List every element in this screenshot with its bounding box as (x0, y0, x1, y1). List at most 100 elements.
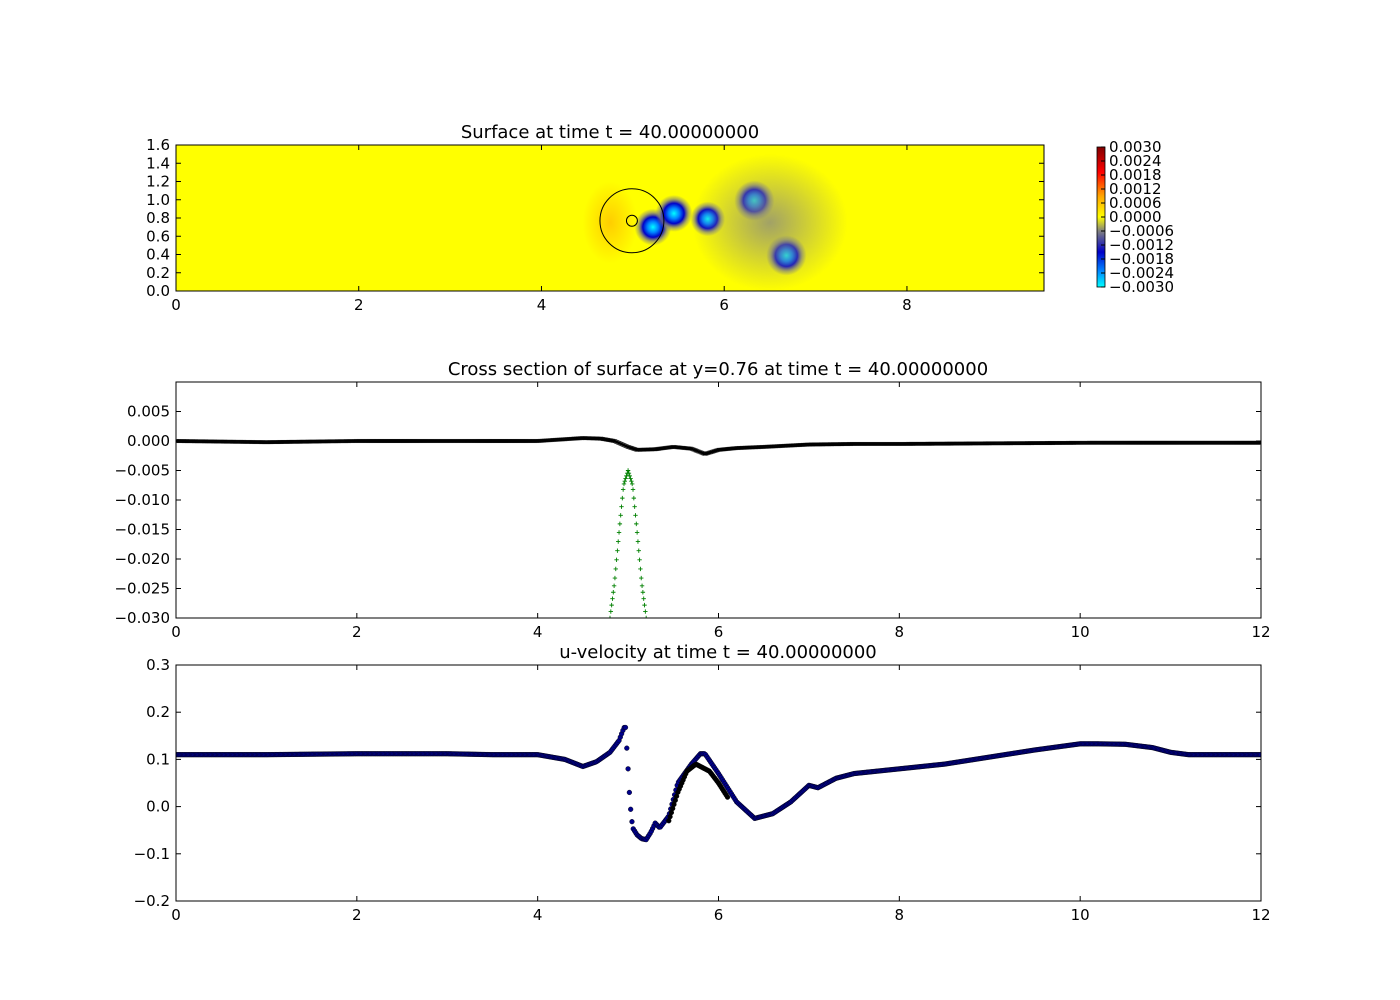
colorbar-ticks: 0.00300.00240.00180.00120.00060.0000−0.0… (1101, 138, 1174, 296)
cylinder-circle (625, 214, 638, 227)
colorbar-tick-label: −0.0006 (1109, 222, 1174, 240)
cross-section-xtick-label: 12 (1251, 623, 1270, 641)
colorbar-tick-label: 0.0000 (1109, 208, 1162, 226)
cross-section-ticks: 0 2 4 6 8 10 12 −0.030 −0.025 −0.020 −0.015 −0.010 −… (114, 382, 1271, 641)
cross-section-point (627, 473, 632, 479)
cross-section-point (616, 530, 622, 535)
cross-section-point (611, 583, 617, 589)
cross-section-point (626, 470, 632, 476)
cross-section-axes-frame (175, 381, 1262, 619)
surface-xtick-label: 4 (537, 296, 547, 314)
velocity-xtick-label: 8 (895, 906, 905, 924)
surface-panel: Surface at time t = 40.00000000 0 2 4 6 8 0.0… (146, 122, 1045, 314)
cross-section-xtick-label: 2 (352, 623, 362, 641)
cross-section-ytick-label: −0.020 (114, 550, 170, 568)
cross-section-point (619, 504, 624, 509)
velocity-point (622, 724, 629, 731)
cross-section-point (608, 609, 614, 614)
cross-section-point (636, 548, 641, 553)
cross-section-point (628, 476, 633, 481)
velocity-xtick-label: 0 (171, 906, 181, 924)
cross-section-point (632, 504, 637, 509)
cross-section-point (634, 530, 640, 535)
surface-ytick-label: 0.6 (146, 227, 170, 245)
velocity-point (724, 794, 731, 800)
velocity-panel: u-velocity at time t = 40.00000000 0 2 4 6 8… (134, 642, 1271, 924)
velocity-point (625, 766, 631, 772)
cylinder-circle (599, 188, 665, 254)
cross-section-point (643, 615, 649, 618)
colorbar-tick-label: 0.0024 (1109, 152, 1162, 170)
colorbar-tick-label: 0.0030 (1109, 138, 1162, 156)
surface-xtick-label: 2 (354, 296, 364, 314)
surface-ticks: 0 2 4 6 8 0.00.20.40.60.81.01.21.41.6 (146, 136, 1044, 314)
cross-section-point (1258, 440, 1261, 445)
cross-section-ytick-label: −0.015 (114, 521, 170, 539)
cross-section-point (620, 495, 625, 501)
cross-section-point (631, 495, 637, 501)
cross-section-point (637, 557, 642, 563)
velocity-plot (176, 724, 1261, 843)
cross-section-point (621, 481, 627, 487)
depression-mark (692, 154, 848, 291)
colorbar-tick-label: −0.0018 (1109, 250, 1174, 268)
velocity-series (666, 761, 731, 824)
surface-ytick-label: 0.0 (146, 282, 170, 300)
colorbar-tick-label: −0.0024 (1109, 264, 1174, 282)
colorbar-tick-label: −0.0030 (1109, 278, 1174, 296)
cross-section-point (613, 566, 618, 572)
cross-section-point (618, 513, 623, 518)
cross-section-point (614, 557, 619, 563)
vortex-mark (655, 194, 693, 232)
surface-xtick-label: 6 (719, 296, 729, 314)
surface-ytick-label: 0.2 (146, 264, 170, 282)
cross-section-point (1257, 440, 1261, 445)
surface-ytick-label: 1.4 (146, 154, 170, 172)
velocity-xtick-label: 12 (1251, 906, 1270, 924)
cross-section-point (623, 476, 628, 481)
velocity-xtick-label: 2 (352, 906, 362, 924)
colorbar-tick-label: 0.0012 (1109, 180, 1162, 198)
velocity-point (626, 789, 632, 796)
velocity-ytick-label: −0.1 (134, 845, 170, 863)
cross-section-ytick-label: 0.000 (127, 432, 170, 450)
cross-section-point (642, 602, 647, 608)
velocity-xtick-label: 10 (1071, 906, 1090, 924)
cross-section-point (635, 539, 641, 544)
velocity-ytick-label: 0.0 (146, 798, 170, 816)
cross-section-point (611, 590, 616, 595)
colorbar: 0.00300.00240.00180.00120.00060.0000−0.0… (1096, 138, 1174, 296)
surface-ytick-label: 0.8 (146, 209, 170, 227)
cross-section-point (640, 590, 646, 595)
cross-section-series (607, 468, 649, 618)
cross-section-point (639, 575, 644, 581)
cross-section-ytick-label: −0.005 (114, 462, 170, 480)
bump-mark (582, 181, 638, 264)
cross-section-xtick-label: 8 (895, 623, 905, 641)
velocity-ticks: 0 2 4 6 8 10 12 −0.2 −0.1 0.0 0.1 0.2 0.3 (134, 656, 1271, 924)
cross-section-xtick-label: 6 (714, 623, 724, 641)
cross-section-point (612, 575, 618, 581)
velocity-xtick-label: 4 (533, 906, 543, 924)
cross-section-ytick-label: −0.025 (114, 580, 170, 598)
cross-section-point (638, 566, 643, 572)
cross-section-point (641, 596, 646, 601)
surface-xtick-label: 0 (171, 296, 181, 314)
surface-ytick-label: 1.6 (146, 136, 170, 154)
cross-section-ytick-label: −0.030 (114, 609, 170, 627)
surface-ytick-label: 0.4 (146, 246, 170, 264)
velocity-point (629, 819, 635, 825)
cross-section-point (617, 521, 623, 527)
cross-section-panel: Cross section of surface at y=0.76 at ti… (114, 359, 1270, 641)
cross-section-ytick-label: 0.005 (127, 403, 170, 421)
cross-section-point (616, 539, 621, 544)
cross-section-point (622, 479, 627, 484)
surface-title: Surface at time t = 40.00000000 (461, 122, 759, 143)
velocity-xtick-label: 6 (714, 906, 724, 924)
cross-section-point (643, 609, 648, 614)
velocity-point (624, 745, 630, 751)
cross-section-point (630, 487, 636, 492)
velocity-ytick-label: −0.2 (134, 892, 170, 910)
cross-section-xtick-label: 4 (533, 623, 543, 641)
velocity-ytick-label: 0.1 (146, 750, 170, 768)
